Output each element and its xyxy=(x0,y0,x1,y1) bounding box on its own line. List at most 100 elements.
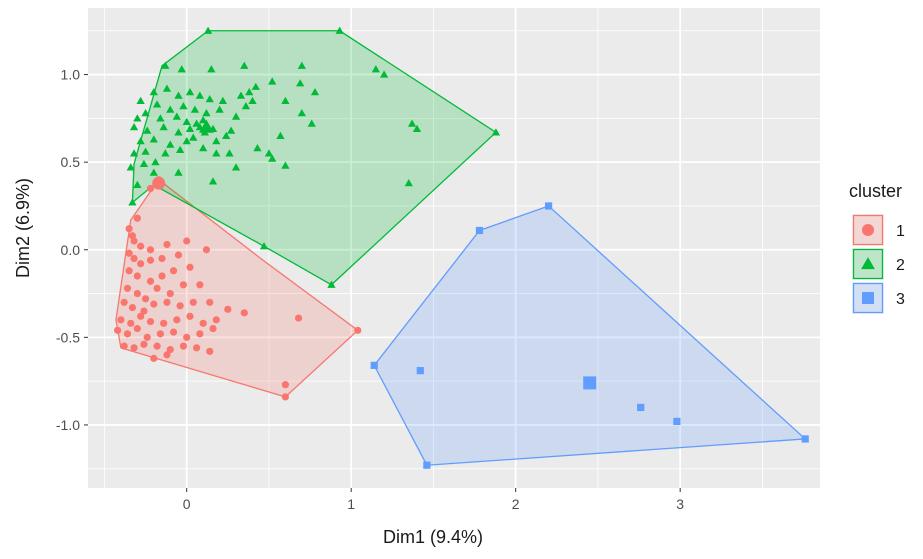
cluster-2-point xyxy=(264,149,274,157)
cluster-1-point xyxy=(150,300,158,308)
cluster-2-point xyxy=(161,149,170,157)
cluster-3-point xyxy=(637,403,645,412)
cluster-2-point xyxy=(276,131,285,139)
cluster-1-point xyxy=(146,256,155,264)
cluster-1-point xyxy=(146,317,155,326)
cluster-2-point xyxy=(327,280,336,288)
cluster-2-point xyxy=(208,177,218,185)
cluster-2-point xyxy=(182,117,191,125)
cluster-1-point xyxy=(183,237,191,245)
cluster-2-point xyxy=(179,101,188,110)
legend-label-1: 1 xyxy=(896,223,905,240)
cluster-2-point xyxy=(297,108,306,117)
cluster-1-point xyxy=(137,260,145,268)
cluster-2-point xyxy=(236,91,246,99)
cluster-2-point xyxy=(149,87,158,96)
cluster-1-point xyxy=(212,316,220,324)
cluster-1-point xyxy=(160,319,168,327)
cluster-2-point xyxy=(199,144,208,152)
x-tick-label: 1 xyxy=(347,496,355,512)
cluster-1-point xyxy=(133,289,141,298)
cluster-1-point xyxy=(123,330,132,338)
cluster-1-point xyxy=(133,272,141,280)
cluster-1-point xyxy=(156,330,164,338)
cluster-2-point xyxy=(162,84,172,92)
cluster-2-point xyxy=(241,101,251,110)
cluster-2-point xyxy=(151,158,160,166)
cluster-2-point xyxy=(203,26,213,34)
cluster-3-hull xyxy=(373,205,807,466)
cluster-1-point xyxy=(130,344,138,352)
cluster-1-point xyxy=(153,342,161,350)
cluster-3-point xyxy=(475,226,484,235)
cluster-2-point xyxy=(141,108,150,117)
y-axis-ticks: -1.0 -0.5 0.0 0.5 1.0 xyxy=(56,67,88,433)
cluster-2-point xyxy=(166,140,175,148)
cluster-1-point xyxy=(224,305,232,313)
cluster-1-point xyxy=(140,307,148,315)
cluster-1-point xyxy=(140,340,148,348)
cluster-hulls xyxy=(115,30,807,466)
cluster-1-point xyxy=(146,277,155,285)
cluster-2-point xyxy=(129,149,139,157)
cluster-1-point xyxy=(166,346,174,354)
cluster-2-point xyxy=(202,108,211,117)
cluster-2-point xyxy=(172,112,181,120)
cluster-1-point xyxy=(174,251,183,259)
cluster-1-point xyxy=(123,284,132,292)
cluster-2-point xyxy=(149,168,158,176)
cluster-1-point xyxy=(209,324,217,333)
cluster-1-point xyxy=(137,312,145,320)
cluster-1-point xyxy=(150,354,158,362)
cluster-1-point xyxy=(176,302,184,310)
cluster-2-point xyxy=(159,122,168,131)
legend-key-marker-3 xyxy=(862,292,874,304)
cluster-1-point xyxy=(189,298,197,306)
cluster-2-point xyxy=(310,87,320,96)
cluster-2-point xyxy=(268,154,277,162)
x-tick-label: 0 xyxy=(183,496,191,512)
cluster-2-point xyxy=(371,65,381,73)
y-tick-label: 0.5 xyxy=(61,154,81,170)
cluster-1-point xyxy=(130,237,138,245)
cluster-3-point xyxy=(416,367,424,375)
cluster-2-point xyxy=(212,136,221,145)
cluster-2-point xyxy=(259,242,269,250)
cluster-1-point xyxy=(114,326,122,334)
cluster-1-point xyxy=(240,309,248,317)
legend: cluster 1 2 3 xyxy=(849,181,905,314)
cluster-1-point xyxy=(146,184,155,193)
cluster-2-point xyxy=(207,65,216,73)
cluster-2-point xyxy=(240,61,249,69)
cluster-2-point xyxy=(161,61,170,69)
cluster-1-point xyxy=(133,324,141,333)
cluster-1-point xyxy=(202,246,211,254)
cluster-1-point xyxy=(196,281,204,289)
x-tick-label: 3 xyxy=(676,496,684,512)
cluster-1-point xyxy=(183,333,191,341)
cluster-3-point xyxy=(370,361,378,369)
cluster-2-point xyxy=(253,144,262,152)
panel-background xyxy=(88,8,820,488)
cluster-2-point xyxy=(212,149,221,157)
cluster-1-point xyxy=(120,298,128,306)
cluster-2-point xyxy=(136,96,145,104)
cluster-2-centroid xyxy=(198,119,214,133)
cluster-2-point xyxy=(156,114,165,122)
cluster-1-hull xyxy=(115,178,359,398)
cluster-2-point xyxy=(182,136,191,145)
cluster-1-point xyxy=(169,267,178,275)
cluster-2-point xyxy=(174,91,183,99)
cluster-1-point xyxy=(192,344,201,352)
cluster-2-point xyxy=(281,161,290,169)
cluster-1-point xyxy=(127,319,135,327)
legend-key-marker-1 xyxy=(862,224,874,236)
legend-label-3: 3 xyxy=(896,291,905,308)
cluster-2-point xyxy=(136,136,145,145)
cluster-2-point xyxy=(215,105,224,113)
cluster-2-point xyxy=(149,135,158,143)
cluster-1-point xyxy=(128,303,137,312)
cluster-2-point xyxy=(491,128,501,136)
cluster-2-point xyxy=(245,87,254,96)
cluster-2-point xyxy=(175,145,185,154)
